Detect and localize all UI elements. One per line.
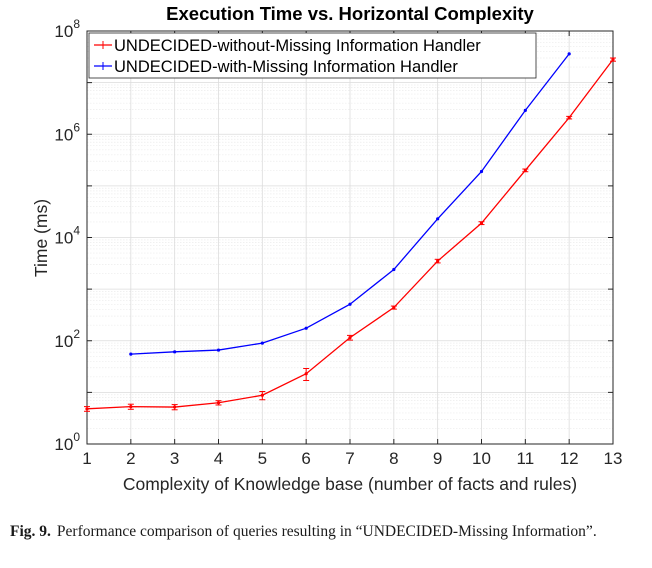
y-tick-label-exponent: 8 bbox=[73, 17, 80, 31]
y-tick-label-exponent: 6 bbox=[73, 120, 80, 134]
x-tick-label: 7 bbox=[345, 449, 354, 468]
legend-label: UNDECIDED-with-Missing Information Handl… bbox=[114, 58, 458, 76]
x-tick-label: 10 bbox=[472, 449, 491, 468]
x-tick-label: 13 bbox=[604, 449, 623, 468]
series-1-point bbox=[304, 372, 308, 376]
legend: UNDECIDED-without-Missing Information Ha… bbox=[88, 32, 537, 79]
y-tick-label-exponent: 0 bbox=[73, 430, 80, 444]
series-2-point bbox=[260, 341, 264, 345]
series-2-point bbox=[304, 326, 308, 330]
series-1-point bbox=[611, 57, 615, 62]
figure-caption: Fig. 9. Performance comparison of queries… bbox=[10, 521, 642, 543]
chart-title: Execution Time vs. Horizontal Complexity bbox=[166, 3, 534, 24]
y-tick-label: 106 bbox=[54, 120, 80, 144]
series-1-point bbox=[479, 221, 484, 225]
y-tick-label: 104 bbox=[54, 224, 80, 248]
series-1-point bbox=[173, 405, 177, 409]
series-1-point bbox=[436, 259, 440, 263]
caption-text: Performance comparison of queries result… bbox=[56, 523, 597, 540]
x-tick-label: 4 bbox=[214, 449, 223, 468]
series-1-point bbox=[216, 401, 221, 405]
series-2-point bbox=[173, 350, 177, 354]
series-2-point bbox=[567, 52, 571, 56]
series-layer bbox=[84, 52, 616, 412]
series-2-point bbox=[479, 169, 484, 174]
series-2-point bbox=[523, 108, 527, 112]
x-tick-label: 8 bbox=[389, 449, 398, 468]
y-tick-label-base: 10 bbox=[54, 229, 73, 248]
y-tick-label-base: 10 bbox=[54, 22, 73, 41]
series-2-point bbox=[436, 217, 440, 221]
legend-label: UNDECIDED-without-Missing Information Ha… bbox=[114, 37, 481, 55]
caption-label: Fig. 9. bbox=[10, 523, 51, 540]
series-1-point bbox=[85, 407, 89, 411]
y-tick-label: 102 bbox=[54, 327, 80, 351]
y-axis-label: Time (ms) bbox=[31, 199, 51, 277]
x-axis-ticks: 1 2 3 4 5 6 7 8 9 10 11 12 13 bbox=[82, 31, 622, 468]
y-tick-label-base: 10 bbox=[54, 332, 73, 351]
series-1-point bbox=[260, 393, 264, 397]
x-tick-label: 6 bbox=[301, 449, 310, 468]
series-2-point bbox=[392, 267, 396, 272]
x-tick-label: 2 bbox=[126, 449, 135, 468]
series-1-point bbox=[129, 405, 133, 409]
x-tick-label: 5 bbox=[258, 449, 267, 468]
series-1-point bbox=[392, 305, 396, 310]
x-tick-label: 11 bbox=[517, 449, 535, 468]
y-tick-label-exponent: 2 bbox=[73, 327, 80, 341]
series-2-point bbox=[216, 348, 221, 352]
series-1-point bbox=[567, 116, 571, 120]
series-1-point bbox=[523, 168, 527, 172]
y-tick-label: 100 bbox=[54, 430, 80, 454]
y-tick-label-exponent: 4 bbox=[73, 224, 80, 238]
series-2-point bbox=[129, 352, 133, 356]
series-2-point bbox=[348, 302, 352, 306]
chart-grid bbox=[86, 30, 614, 445]
x-tick-label: 1 bbox=[82, 449, 91, 468]
x-tick-label: 12 bbox=[560, 449, 579, 468]
x-tick-label: 3 bbox=[170, 449, 179, 468]
x-tick-label: 9 bbox=[433, 449, 442, 468]
y-tick-label-base: 10 bbox=[54, 125, 73, 144]
y-tick-label: 108 bbox=[54, 17, 80, 41]
legend-box bbox=[88, 32, 537, 79]
y-tick-label-base: 10 bbox=[54, 435, 73, 454]
series-1-point bbox=[348, 336, 352, 340]
x-axis-label: Complexity of Knowledge base (number of … bbox=[123, 474, 577, 494]
